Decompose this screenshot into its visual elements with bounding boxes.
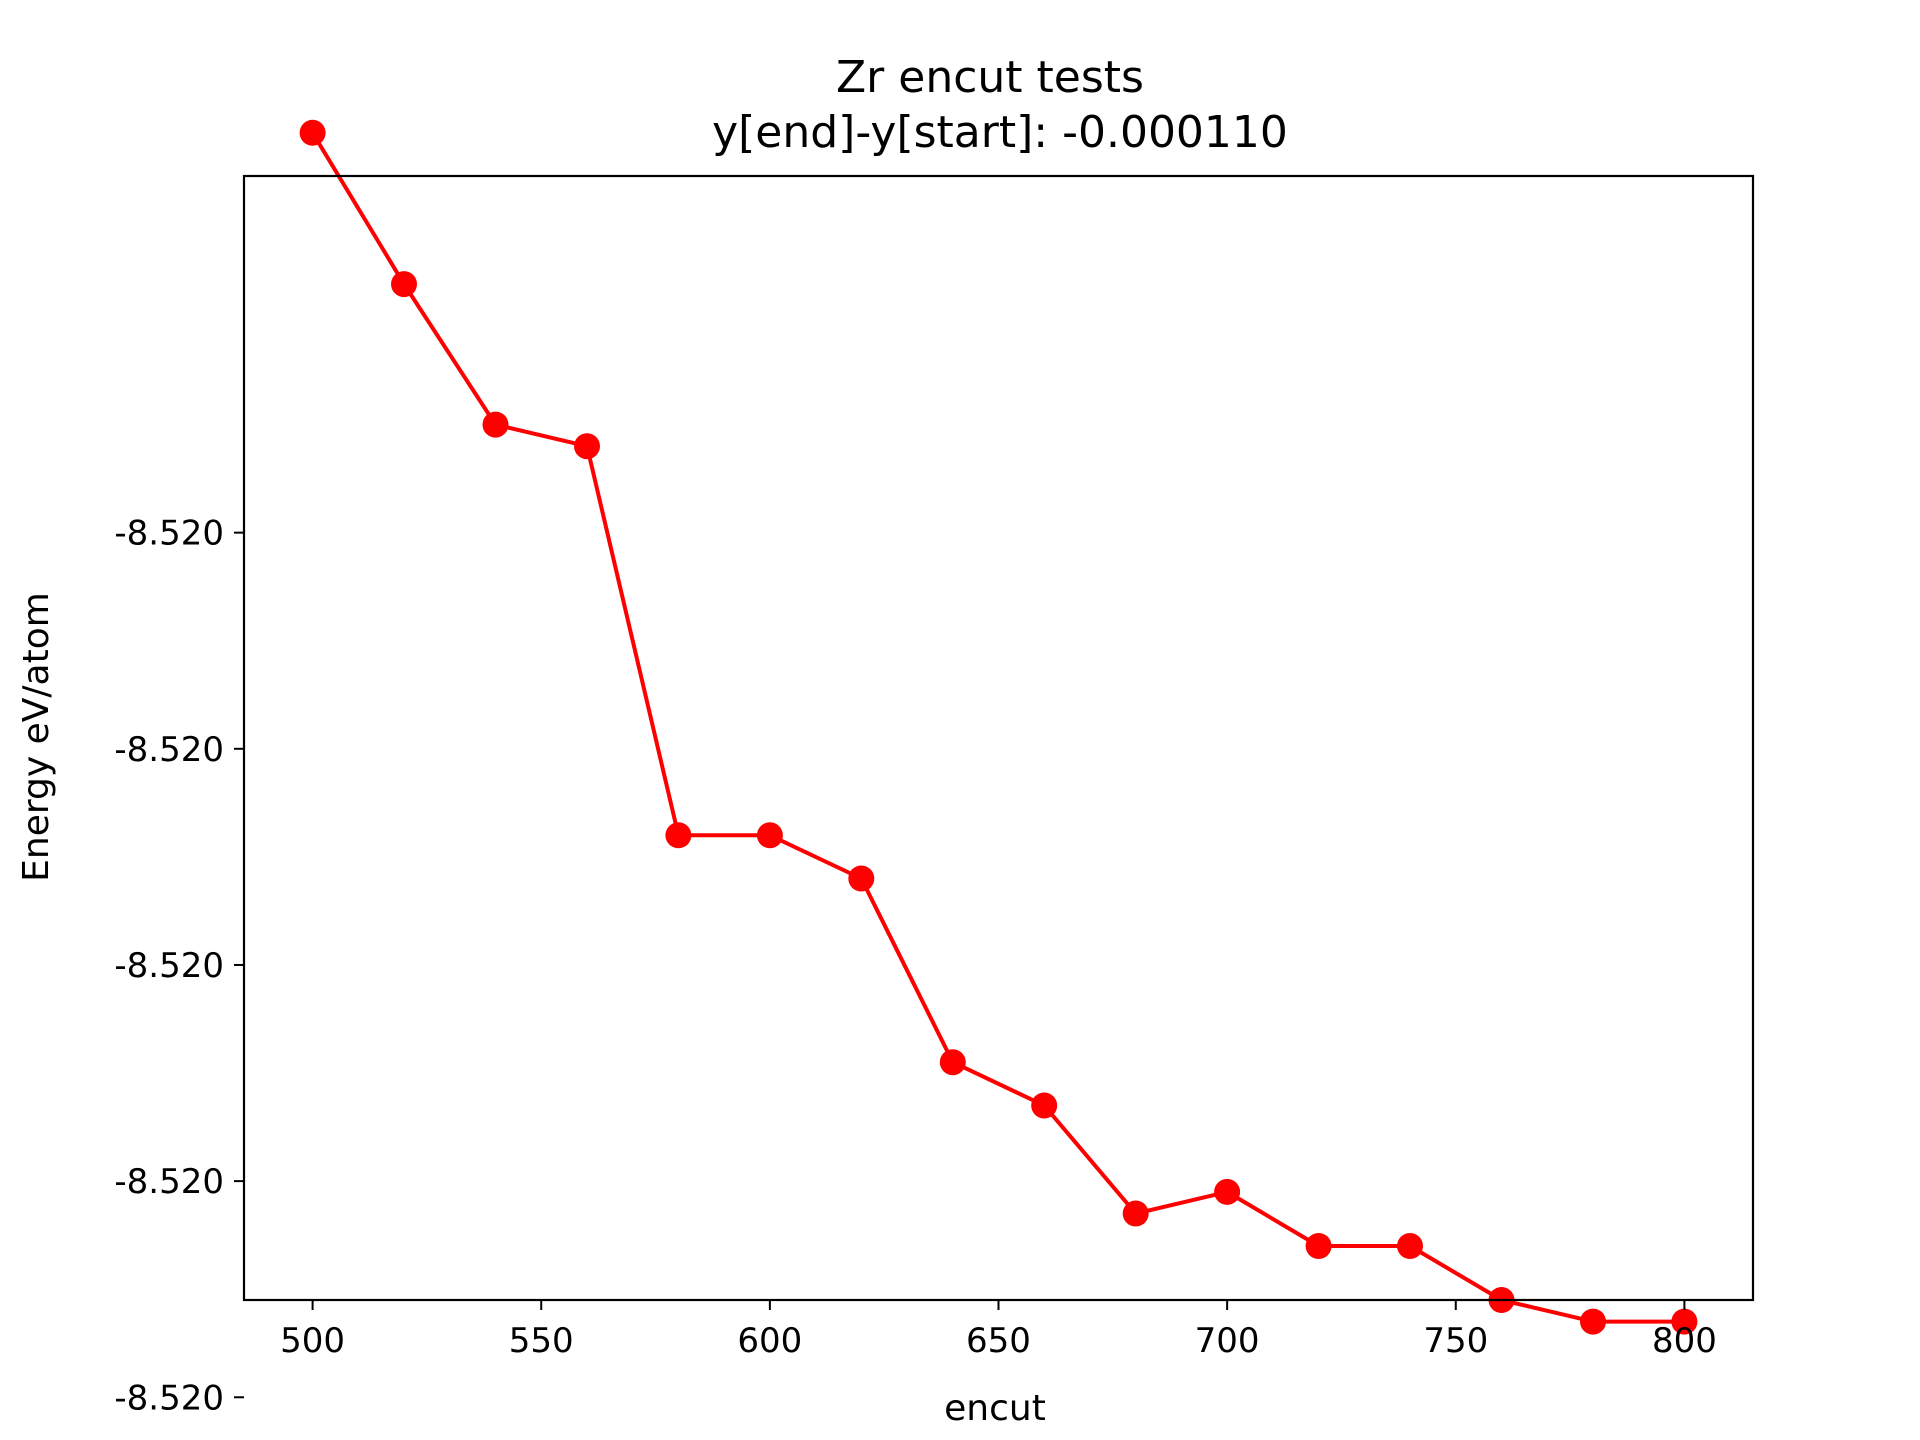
data-point bbox=[1031, 1092, 1058, 1119]
data-point bbox=[848, 865, 875, 892]
chart-subtitle: y[end]-y[start]: -0.000110 bbox=[712, 107, 1288, 158]
x-tick-label: 500 bbox=[280, 1321, 345, 1361]
data-point bbox=[299, 119, 326, 146]
axis-ticks: 500 550 600 650 700 750 800 -8.520 -8.520 -8.520 -… bbox=[114, 514, 1716, 1419]
plot-marks bbox=[299, 119, 1698, 1335]
data-point bbox=[665, 822, 692, 849]
x-tick-label: 600 bbox=[737, 1321, 802, 1361]
data-point bbox=[756, 822, 783, 849]
x-axis-label: encut bbox=[944, 1388, 1046, 1429]
data-point bbox=[391, 271, 417, 298]
plot-frame bbox=[242, 174, 1755, 1302]
data-point bbox=[1397, 1233, 1423, 1259]
x-tick-label: 550 bbox=[509, 1321, 574, 1361]
y-tick-label: -8.520 bbox=[114, 946, 224, 986]
y-tick-label: -8.520 bbox=[114, 1378, 224, 1418]
data-point bbox=[1671, 1308, 1698, 1335]
data-point bbox=[1580, 1308, 1606, 1335]
data-point bbox=[574, 433, 600, 460]
x-tick-label: 650 bbox=[966, 1321, 1031, 1361]
data-point bbox=[939, 1049, 966, 1076]
data-point bbox=[482, 411, 509, 438]
x-tick-label: 750 bbox=[1423, 1321, 1488, 1361]
y-axis-label: Energy eV/atom bbox=[16, 592, 57, 882]
data-point bbox=[1122, 1200, 1149, 1227]
x-tick-label: 800 bbox=[1652, 1321, 1717, 1361]
data-point bbox=[1305, 1233, 1332, 1259]
y-tick-label: -8.520 bbox=[114, 730, 224, 770]
x-tick-label: 700 bbox=[1195, 1321, 1260, 1361]
chart-title: Zr encut tests bbox=[836, 52, 1144, 103]
y-tick-label: -8.520 bbox=[114, 1162, 224, 1202]
series-line-0 bbox=[310, 131, 1685, 1324]
data-point bbox=[1214, 1178, 1241, 1205]
y-tick-label: -8.520 bbox=[114, 514, 224, 554]
